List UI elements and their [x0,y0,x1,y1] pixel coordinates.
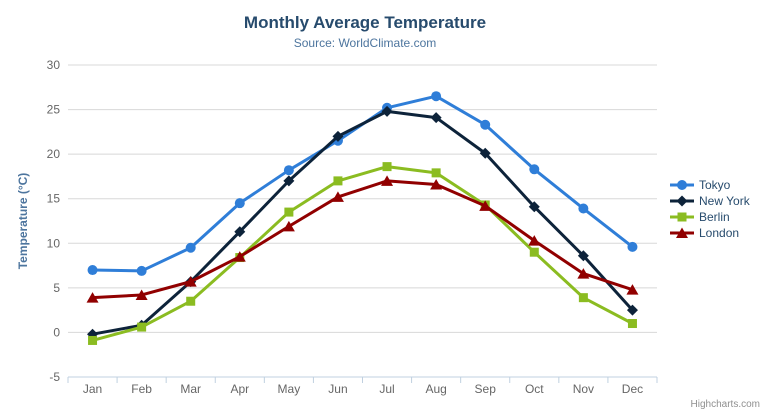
series-line [91,179,634,300]
legend-marker [677,180,687,190]
data-point-marker[interactable] [626,284,639,295]
data-point-marker[interactable] [186,296,196,306]
y-axis-label: 10 [47,236,61,250]
x-axis-label: Dec [622,382,643,396]
legend-label: Berlin [699,210,730,224]
legend-label: New York [699,194,750,208]
y-axis-title: Temperature (°C) [16,172,30,270]
data-point-marker[interactable] [528,235,541,246]
y-axis-label: 0 [53,325,60,339]
data-point-marker[interactable] [283,175,295,187]
data-point-marker[interactable] [86,292,99,303]
series-london [86,175,639,303]
series-line [91,109,634,336]
data-point-marker[interactable] [331,191,344,202]
x-axis-label: Jul [379,382,394,396]
legend-marker-icon [670,227,694,238]
data-point-marker[interactable] [480,119,491,130]
data-point-marker[interactable] [136,265,147,276]
data-point-marker[interactable] [578,293,588,303]
data-point-marker[interactable] [528,201,540,213]
legend-marker [677,212,687,222]
y-axis-label: 25 [47,103,61,117]
data-point-marker[interactable] [234,198,245,209]
legend-item-berlin[interactable]: Berlin [670,209,750,225]
data-point-marker[interactable] [381,105,393,117]
data-point-marker[interactable] [283,165,294,176]
data-point-marker[interactable] [332,130,344,142]
data-point-marker[interactable] [381,175,394,186]
y-axis-label: 5 [53,281,60,295]
legend-item-tokyo[interactable]: Tokyo [670,177,750,193]
data-point-marker[interactable] [431,91,442,102]
legend: Tokyo New York Berlin London [670,177,750,241]
data-point-marker[interactable] [430,178,443,190]
legend-marker [676,227,688,238]
legend-marker-icon [670,180,694,190]
data-point-marker[interactable] [627,319,637,329]
data-point-marker[interactable] [87,265,98,276]
x-axis-label: Oct [525,382,544,396]
data-point-marker[interactable] [577,268,590,279]
legend-item-new-york[interactable]: New York [670,193,750,209]
x-axis-label: Sep [475,382,497,396]
chart-header: Monthly Average Temperature Source: Worl… [0,0,730,50]
x-axis-label: Jun [328,382,347,396]
y-axis-label: 30 [47,58,61,72]
series-tokyo [87,91,638,276]
data-point-marker[interactable] [284,207,294,217]
data-point-marker[interactable] [479,200,492,211]
data-point-marker[interactable] [577,250,589,262]
legend-marker-icon [670,212,694,222]
legend-label: London [699,226,740,240]
data-point-marker[interactable] [529,164,540,175]
data-point-marker[interactable] [88,335,98,345]
data-point-marker[interactable] [233,251,246,262]
y-axis-label: 20 [47,147,61,161]
data-point-marker[interactable] [627,241,638,252]
series-line [91,165,634,342]
chart-subtitle: Source: WorldClimate.com [293,36,437,50]
legend-item-london[interactable]: London [670,225,750,241]
data-point-marker[interactable] [578,203,589,214]
data-point-marker[interactable] [185,242,196,253]
x-axis-label: Mar [180,382,201,396]
x-axis-label: Aug [425,382,446,396]
y-axis-label: -5 [49,370,60,384]
data-point-marker[interactable] [184,276,197,287]
series-new-york [87,105,638,340]
x-axis-label: Feb [131,382,152,396]
chart-title: Monthly Average Temperature [243,13,487,32]
y-axis-label: 15 [47,192,61,206]
data-point-marker[interactable] [234,226,246,238]
credits-link[interactable]: Highcharts.com [690,399,760,410]
data-point-marker[interactable] [333,176,343,186]
data-point-marker[interactable] [382,162,392,172]
x-axis-label: May [278,382,301,396]
legend-marker [676,195,688,207]
data-point-marker[interactable] [135,289,148,300]
data-point-marker[interactable] [626,304,638,316]
x-axis-label: Jan [83,382,102,396]
legend-marker-icon [670,195,694,207]
data-point-marker[interactable] [282,220,295,232]
legend-label: Tokyo [699,178,731,192]
data-point-marker[interactable] [137,322,147,332]
x-axis-label: Nov [573,382,594,396]
x-axis-label: Apr [230,382,249,396]
data-point-marker[interactable] [479,147,491,159]
data-point-marker[interactable] [430,112,442,124]
data-point-marker[interactable] [431,168,441,178]
data-point-marker[interactable] [529,247,539,257]
